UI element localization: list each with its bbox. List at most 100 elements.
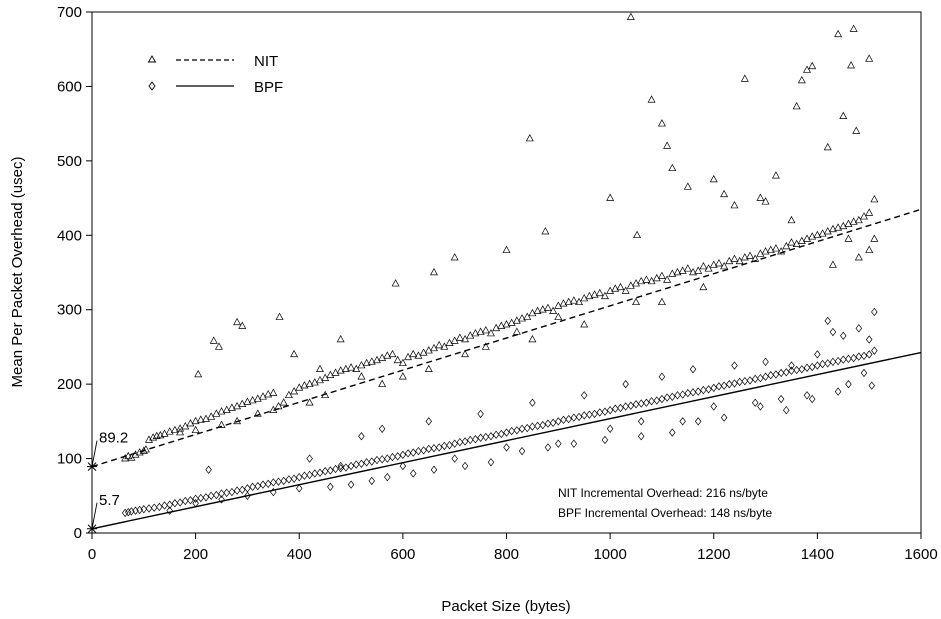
legend-item-bpf: BPF xyxy=(148,79,283,96)
data-point xyxy=(196,415,205,423)
data-point xyxy=(461,437,469,446)
data-point xyxy=(782,241,791,250)
data-point xyxy=(555,439,562,448)
data-point xyxy=(166,500,173,509)
data-point xyxy=(207,491,215,500)
data-point xyxy=(870,195,879,203)
data-point xyxy=(368,476,376,486)
data-point xyxy=(186,419,195,427)
y-tick-label: 600 xyxy=(57,78,82,95)
data-point xyxy=(253,394,262,402)
data-point xyxy=(244,491,251,500)
data-point xyxy=(633,230,642,239)
data-point xyxy=(793,365,800,375)
data-point xyxy=(254,481,262,491)
data-point xyxy=(124,451,133,460)
data-point xyxy=(378,455,386,464)
data-point xyxy=(797,75,806,84)
data-point xyxy=(647,95,656,103)
data-point xyxy=(353,460,360,469)
data-point xyxy=(580,391,588,400)
data-point xyxy=(580,320,589,328)
data-point xyxy=(626,281,635,289)
data-point xyxy=(585,291,594,300)
data-point xyxy=(788,361,795,370)
plot-frame xyxy=(91,11,922,534)
data-point xyxy=(368,457,376,466)
data-point xyxy=(205,465,212,474)
data-point xyxy=(358,459,365,468)
data-point xyxy=(870,234,879,242)
data-point xyxy=(223,488,230,497)
data-point xyxy=(736,377,743,387)
data-point xyxy=(543,303,552,311)
data-point xyxy=(336,334,345,343)
data-point xyxy=(871,307,878,317)
data-point xyxy=(461,461,469,471)
y-tick-label: 0 xyxy=(74,525,82,542)
x-tick-label: 200 xyxy=(183,546,208,563)
data-point xyxy=(622,379,629,389)
data-point xyxy=(456,438,464,447)
data-point xyxy=(700,385,707,395)
data-point xyxy=(337,464,344,473)
data-point xyxy=(849,24,858,32)
data-point xyxy=(705,385,712,394)
data-point xyxy=(854,253,863,261)
data-point xyxy=(378,353,387,361)
data-point xyxy=(777,247,786,255)
data-point xyxy=(865,335,873,344)
data-point xyxy=(296,473,303,482)
data-point xyxy=(275,312,284,320)
data-point xyxy=(398,372,407,380)
data-point xyxy=(450,253,459,261)
data-point xyxy=(653,396,660,405)
intercept-5.7: 5.7 xyxy=(87,492,120,534)
data-point xyxy=(575,412,583,422)
data-point xyxy=(213,490,220,500)
data-point xyxy=(637,276,646,285)
data-point xyxy=(399,461,407,471)
x-axis: 0 200 400 600 800 1000 1200 1400 1600 xyxy=(88,533,938,563)
data-point xyxy=(310,378,319,386)
data-point xyxy=(586,410,593,419)
data-point xyxy=(762,372,769,381)
leader-line xyxy=(91,440,98,467)
data-point xyxy=(632,279,641,287)
data-point xyxy=(523,423,531,433)
data-point xyxy=(529,398,536,407)
data-point xyxy=(865,245,874,253)
x-tick-label: 800 xyxy=(494,546,519,563)
data-point xyxy=(259,480,267,489)
data-point xyxy=(352,364,361,373)
data-point xyxy=(814,350,821,359)
data-point xyxy=(663,275,672,283)
data-point xyxy=(849,217,858,225)
data-point xyxy=(746,251,755,259)
y-tick-label: 300 xyxy=(57,302,82,319)
data-point xyxy=(840,331,847,340)
data-point xyxy=(689,267,698,276)
data-point xyxy=(643,398,650,407)
y-tick-label: 100 xyxy=(57,451,82,468)
data-point xyxy=(321,467,329,476)
legend-triangle-marker xyxy=(147,55,157,63)
data-point xyxy=(455,333,464,341)
data-point xyxy=(404,449,412,458)
data-point xyxy=(829,357,837,366)
data-point xyxy=(818,229,827,237)
data-point xyxy=(394,452,401,461)
data-point xyxy=(788,366,795,375)
data-point xyxy=(378,379,387,387)
data-point xyxy=(797,236,806,244)
data-point xyxy=(657,119,666,127)
data-point xyxy=(601,407,609,416)
data-point xyxy=(632,400,640,409)
data-point xyxy=(165,427,174,435)
data-point xyxy=(808,394,816,404)
data-point xyxy=(699,262,708,270)
data-point xyxy=(201,414,210,422)
data-point xyxy=(415,446,422,456)
data-point xyxy=(121,508,129,518)
data-point xyxy=(730,254,739,262)
